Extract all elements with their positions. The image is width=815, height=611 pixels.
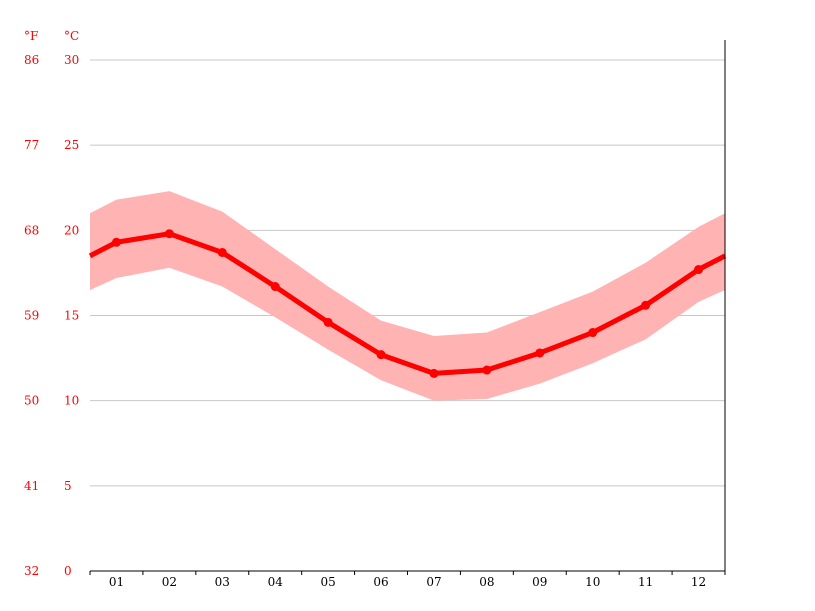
ytick-fahrenheit-41: 41 <box>24 479 39 493</box>
x-axis-labels: 01 02 03 04 05 06 07 08 09 10 11 12 <box>109 575 706 589</box>
xtick-label-09: 09 <box>532 575 547 589</box>
ytick-fahrenheit-68: 68 <box>24 223 39 237</box>
axes <box>89 40 726 575</box>
mean-point-03 <box>217 247 227 257</box>
mean-temperature-line <box>88 231 727 376</box>
mean-point-12 <box>694 265 704 275</box>
mean-point-11 <box>641 300 651 310</box>
ytick-celsius-15: 15 <box>64 309 79 323</box>
mean-temperature-points <box>111 229 704 378</box>
mean-point-08 <box>482 365 492 375</box>
xtick-label-12: 12 <box>691 575 706 589</box>
mean-point-04 <box>270 282 280 292</box>
temperature-range-band <box>90 191 725 401</box>
fahrenheit-unit-label: °F <box>24 29 38 43</box>
mean-point-06 <box>376 350 386 360</box>
xtick-label-07: 07 <box>426 575 441 589</box>
ytick-fahrenheit-86: 86 <box>24 53 39 67</box>
ytick-celsius-10: 10 <box>64 394 79 408</box>
ytick-fahrenheit-59: 59 <box>24 309 39 323</box>
ytick-celsius-25: 25 <box>64 138 79 152</box>
ytick-celsius-20: 20 <box>64 223 79 237</box>
mean-point-09 <box>535 348 545 358</box>
ytick-celsius-30: 30 <box>64 53 79 67</box>
mean-point-07 <box>429 368 439 378</box>
xtick-label-05: 05 <box>320 575 335 589</box>
xtick-label-02: 02 <box>162 575 177 589</box>
ytick-fahrenheit-32: 32 <box>24 564 39 578</box>
xtick-label-10: 10 <box>585 575 600 589</box>
ytick-celsius-0: 0 <box>64 564 72 578</box>
xtick-label-04: 04 <box>268 575 284 589</box>
ytick-fahrenheit-50: 50 <box>24 394 39 408</box>
mean-point-05 <box>323 317 333 327</box>
xtick-label-06: 06 <box>373 575 388 589</box>
mean-point-01 <box>111 237 121 247</box>
xtick-label-03: 03 <box>215 575 230 589</box>
mean-point-10 <box>588 328 598 338</box>
y-axis-labels: °F °C 86 30 77 25 68 20 59 15 50 10 41 5 32 0 <box>24 29 79 578</box>
ytick-fahrenheit-77: 77 <box>24 138 39 152</box>
mean-point-02 <box>164 229 174 239</box>
celsius-unit-label: °C <box>64 29 79 43</box>
xtick-label-11: 11 <box>638 575 653 589</box>
ytick-celsius-5: 5 <box>64 479 72 493</box>
xtick-label-08: 08 <box>479 575 494 589</box>
xtick-label-01: 01 <box>109 575 124 589</box>
